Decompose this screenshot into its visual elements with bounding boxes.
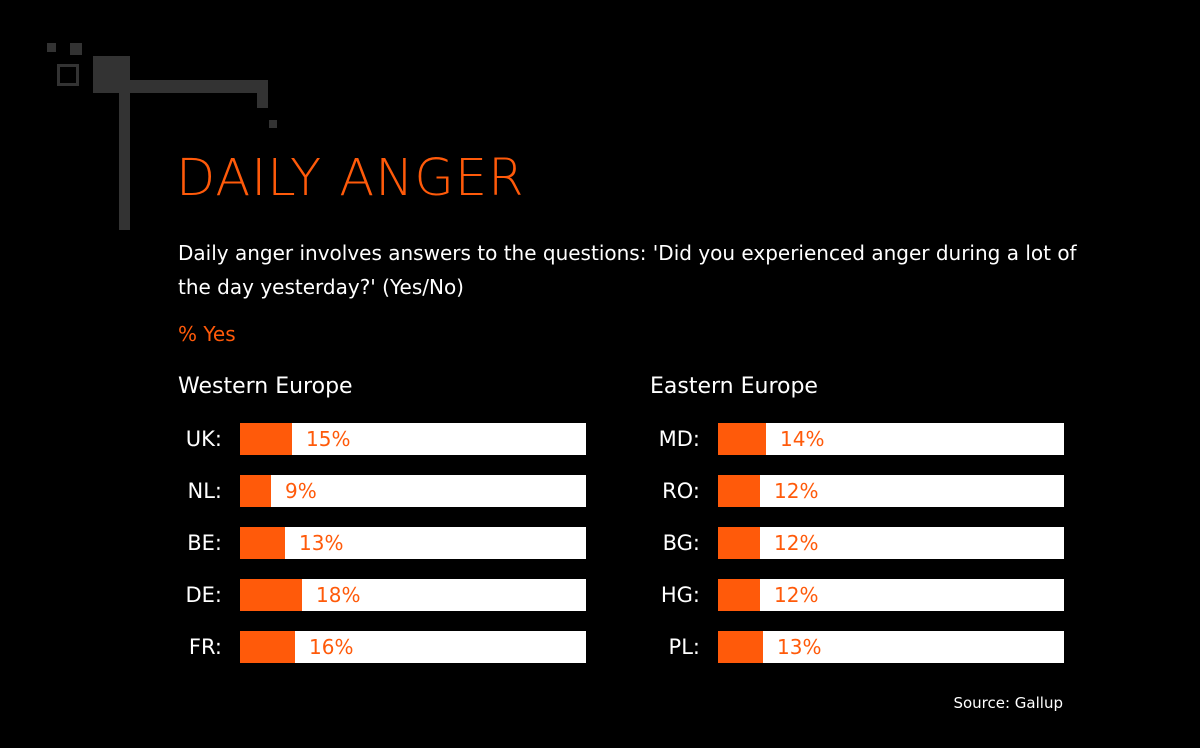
source-note: Source: Gallup: [953, 694, 1063, 712]
category-label: MD:: [658, 427, 700, 451]
data-label: 12%: [774, 583, 819, 607]
decor-square-small: [70, 43, 82, 55]
category-label: PL:: [668, 635, 700, 659]
bar: [240, 527, 285, 559]
decor-square-small: [47, 43, 56, 52]
category-label: BE:: [187, 531, 222, 555]
bar-track: 9%: [240, 475, 586, 507]
data-label: 14%: [780, 427, 825, 451]
bar: [718, 579, 760, 611]
bar-track: 13%: [240, 527, 586, 559]
category-label: DE:: [185, 583, 222, 607]
bar: [240, 631, 295, 663]
bar-track: 14%: [718, 423, 1064, 455]
bar-track: 12%: [718, 579, 1064, 611]
bar: [240, 475, 271, 507]
bar-track: 16%: [240, 631, 586, 663]
unit-label: % Yes: [178, 322, 236, 346]
bar: [240, 423, 292, 455]
decor-square-outline: [57, 64, 79, 86]
bar-track: 12%: [718, 527, 1064, 559]
data-label: 16%: [309, 635, 354, 659]
data-label: 9%: [285, 479, 317, 503]
category-label: UK:: [185, 427, 222, 451]
group-title-western-europe: Western Europe: [178, 374, 353, 399]
category-label: BG:: [662, 531, 700, 555]
decor-square-small: [269, 120, 277, 128]
data-label: 15%: [306, 427, 351, 451]
bar-track: 18%: [240, 579, 586, 611]
data-label: 18%: [316, 583, 361, 607]
decor-horizontal-bar: [93, 80, 268, 93]
data-label: 12%: [774, 531, 819, 555]
bar: [718, 527, 760, 559]
bar: [718, 631, 763, 663]
category-label: HG:: [660, 583, 700, 607]
bar: [718, 475, 760, 507]
data-label: 12%: [774, 479, 819, 503]
chart-title: DAILY ANGER: [176, 149, 525, 208]
chart-subtitle: Daily anger involves answers to the ques…: [178, 241, 1077, 299]
decor-drop-bar: [257, 80, 268, 108]
bar-track: 13%: [718, 631, 1064, 663]
bar-track: 15%: [240, 423, 586, 455]
group-title-eastern-europe: Eastern Europe: [650, 374, 818, 399]
bar: [240, 579, 302, 611]
category-label: RO:: [662, 479, 700, 503]
decor-vertical-bar: [119, 56, 130, 230]
category-label: FR:: [188, 635, 222, 659]
data-label: 13%: [777, 635, 822, 659]
category-label: NL:: [187, 479, 222, 503]
data-label: 13%: [299, 531, 344, 555]
bar-track: 12%: [718, 475, 1064, 507]
bar: [718, 423, 766, 455]
